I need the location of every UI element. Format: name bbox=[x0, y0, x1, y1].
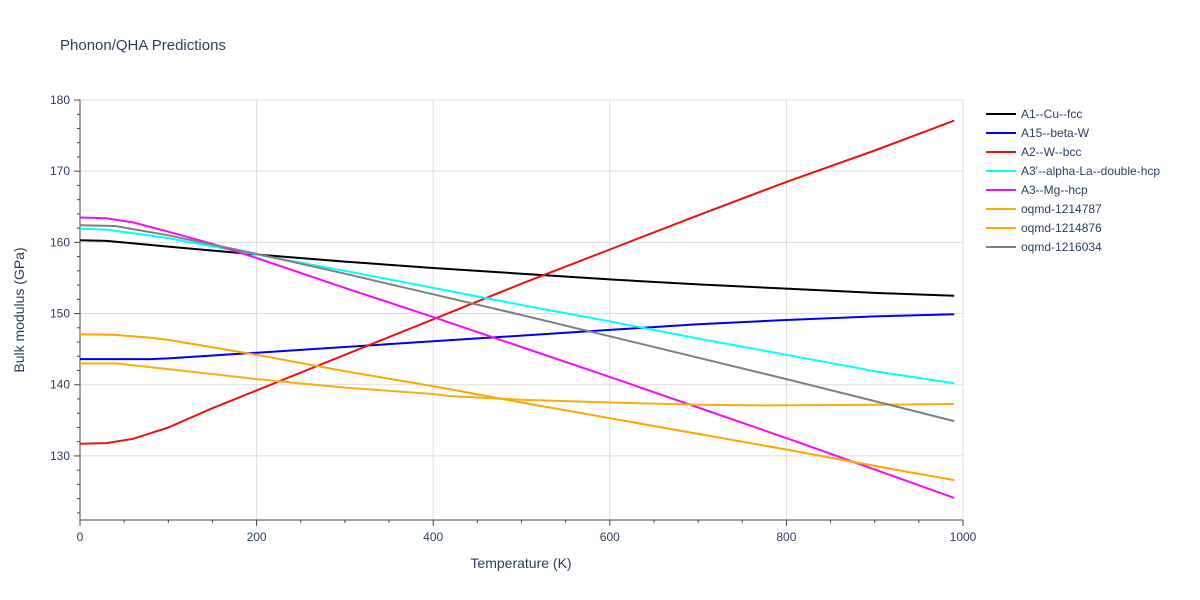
legend-label: A3'--alpha-La--double-hcp bbox=[1021, 164, 1160, 178]
legend-item[interactable]: A15--beta-W bbox=[986, 126, 1090, 140]
legend-label: A1--Cu--fcc bbox=[1021, 107, 1082, 121]
y-axis-title: Bulk modulus (GPa) bbox=[11, 247, 27, 372]
legend[interactable]: A1--Cu--fcc A15--beta-W A2--W--bcc A3'--alp… bbox=[986, 107, 1160, 254]
x-tick-label: 400 bbox=[423, 530, 443, 544]
y-tick-label: 170 bbox=[50, 164, 70, 178]
series-line-2[interactable] bbox=[80, 313, 955, 361]
legend-item[interactable]: oqmd-1216034 bbox=[986, 240, 1102, 254]
x-tick-label: 600 bbox=[600, 530, 620, 544]
series-line-8[interactable] bbox=[79, 224, 955, 423]
legend-label: oqmd-1214787 bbox=[1021, 202, 1102, 216]
series-line-3[interactable] bbox=[79, 119, 955, 445]
series-line-5[interactable] bbox=[79, 216, 955, 499]
legend-label: A2--W--bcc bbox=[1021, 145, 1081, 159]
legend-label: A3--Mg--hcp bbox=[1021, 183, 1088, 197]
series-line-6[interactable] bbox=[80, 362, 955, 407]
legend-item[interactable]: A3'--alpha-La--double-hcp bbox=[986, 164, 1160, 178]
series-line-1[interactable] bbox=[79, 239, 955, 297]
y-tick-label: 130 bbox=[50, 449, 70, 463]
y-tick-label: 180 bbox=[50, 93, 70, 107]
legend-item[interactable]: A3--Mg--hcp bbox=[986, 183, 1088, 197]
legend-item[interactable]: A2--W--bcc bbox=[986, 145, 1081, 159]
legend-label: oqmd-1214876 bbox=[1021, 221, 1102, 235]
legend-item[interactable]: A1--Cu--fcc bbox=[986, 107, 1082, 121]
x-axis-title: Temperature (K) bbox=[470, 555, 571, 571]
legend-label: oqmd-1216034 bbox=[1021, 240, 1102, 254]
y-tick-label: 160 bbox=[50, 235, 70, 249]
x-tick-label: 200 bbox=[247, 530, 267, 544]
legend-item[interactable]: oqmd-1214787 bbox=[986, 202, 1102, 216]
legend-label: A15--beta-W bbox=[1021, 126, 1090, 140]
legend-item[interactable]: oqmd-1214876 bbox=[986, 221, 1102, 235]
y-tick-label: 150 bbox=[50, 307, 70, 321]
chart-title: Phonon/QHA Predictions bbox=[60, 37, 226, 54]
series-line-4[interactable] bbox=[79, 227, 955, 385]
x-tick-label: 1000 bbox=[950, 530, 977, 544]
x-tick-label: 0 bbox=[77, 530, 84, 544]
x-tick-label: 800 bbox=[776, 530, 796, 544]
axes: 0 200 400 600 800 1000 130 140 150 160 170 180 bbox=[50, 93, 977, 544]
series-line-7[interactable] bbox=[79, 333, 955, 482]
plot-area bbox=[79, 119, 955, 499]
y-tick-label: 140 bbox=[50, 378, 70, 392]
